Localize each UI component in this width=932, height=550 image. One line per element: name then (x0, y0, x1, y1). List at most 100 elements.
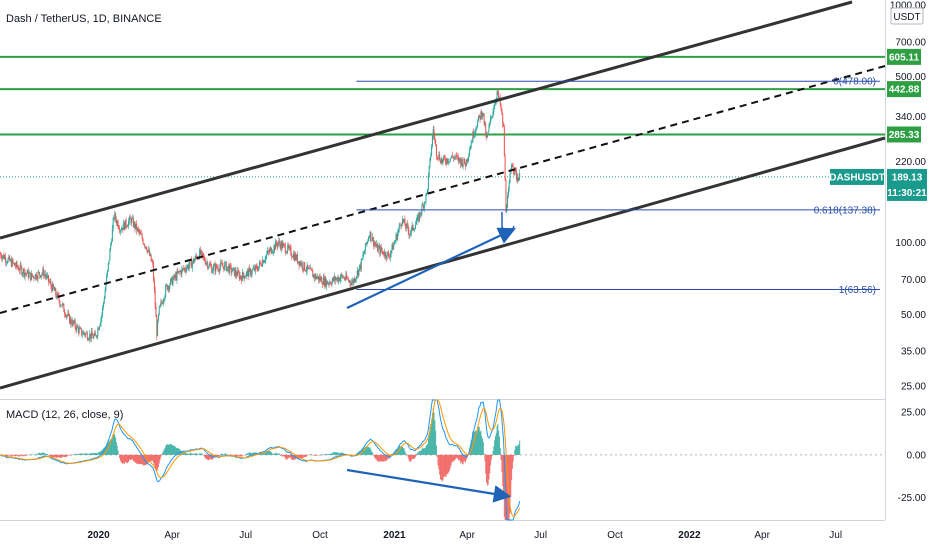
macd-histogram-bar (486, 454, 488, 483)
macd-histogram-bar (136, 454, 138, 464)
candle-body (440, 159, 442, 164)
candle-body (477, 120, 479, 128)
candle-body (188, 265, 190, 269)
candle-body (235, 270, 237, 275)
macd-histogram-bar (148, 454, 150, 463)
candle-body (205, 262, 207, 265)
macd-histogram-bar (35, 454, 37, 455)
candle-body (127, 226, 129, 227)
macd-histogram-bar (50, 454, 52, 457)
time-tick-label: Jul (534, 530, 547, 541)
macd-histogram-bar (486, 454, 488, 486)
candle-body (376, 244, 378, 252)
macd-histogram-bar (354, 454, 356, 456)
macd-histogram-bar (27, 454, 29, 456)
macd-histogram-bar (342, 452, 344, 455)
macd-histogram-bar (383, 454, 385, 462)
candle-body (493, 108, 495, 112)
macd-histogram-bar (461, 454, 463, 465)
candle-body (246, 272, 248, 277)
macd-histogram-bar (116, 445, 118, 455)
macd-histogram-bar (191, 453, 193, 455)
candle-body (284, 245, 286, 253)
macd-histogram-bar (44, 453, 46, 455)
candle-body (6, 262, 8, 264)
macd-histogram-bar (402, 447, 404, 455)
candle-body (132, 218, 134, 219)
macd-histogram-bar (321, 454, 323, 456)
macd-histogram-bar (431, 419, 433, 455)
macd-histogram-bar (140, 454, 142, 465)
candle-body (56, 293, 58, 298)
macd-histogram-bar (435, 430, 437, 455)
candle-body (252, 268, 254, 270)
macd-histogram-bar (81, 453, 83, 455)
candle-body (351, 280, 353, 283)
candle-body (498, 91, 500, 99)
macd-histogram-bar (453, 454, 455, 461)
macd-histogram-bar (156, 454, 158, 472)
candle-body (315, 274, 317, 279)
macd-histogram-bar (248, 452, 250, 455)
macd-histogram-bar (385, 454, 387, 462)
candle-body (325, 277, 327, 287)
candle-body (463, 158, 465, 165)
candle-body (498, 97, 500, 99)
candle-body (486, 133, 488, 138)
candle-body (4, 256, 6, 260)
macd-histogram-bar (400, 446, 402, 455)
candle-body (124, 219, 126, 230)
macd-histogram-bar (494, 440, 496, 455)
candle-body (99, 323, 101, 327)
macd-histogram-bar (86, 453, 88, 455)
macd-pane (0, 399, 521, 521)
candle-body (500, 104, 502, 110)
macd-histogram-bar (58, 454, 60, 458)
macd-histogram-bar (129, 454, 131, 460)
macd-histogram-bar (360, 449, 362, 455)
candle-body (136, 227, 138, 231)
candle-body (309, 267, 311, 270)
price-tick-label: 700.00 (895, 37, 926, 48)
candle-body (101, 314, 103, 318)
candle-body (393, 242, 395, 245)
macd-histogram-bar (318, 454, 320, 456)
macd-histogram-bar (222, 453, 224, 455)
macd-histogram-bar (265, 452, 267, 455)
macd-histogram-bar (515, 445, 517, 455)
macd-histogram-bar (52, 454, 54, 458)
candle-body (167, 286, 169, 290)
candle-body (181, 268, 183, 275)
macd-histogram-bar (207, 454, 209, 461)
candle-body (43, 273, 45, 276)
macd-histogram-bar (288, 454, 290, 459)
candle-body (460, 160, 462, 166)
candle-body (360, 258, 362, 270)
currency-button[interactable]: USDT (890, 7, 924, 25)
macd-histogram-bar (300, 454, 302, 459)
macd-histogram-bar (279, 454, 281, 456)
candle-body (97, 328, 99, 336)
macd-histogram-bar (107, 442, 109, 455)
candle-body (271, 252, 273, 254)
candle-body (250, 273, 252, 276)
candle-body (447, 158, 449, 163)
macd-histogram-bar (313, 454, 315, 456)
macd-histogram-bar (252, 452, 254, 455)
macd-histogram-bar (165, 444, 167, 455)
candle-body (220, 262, 222, 267)
macd-histogram-bar (138, 454, 140, 465)
macd-histogram-bar (229, 454, 231, 456)
candle-body (482, 113, 484, 114)
macd-histogram-bar (326, 453, 328, 455)
macd-histogram-bar (98, 452, 100, 455)
candle-body (443, 156, 445, 160)
macd-histogram-bar (119, 454, 121, 459)
candle-body (277, 242, 279, 247)
candle-body (459, 157, 461, 161)
candle-body (326, 280, 328, 285)
price-tick-label: 100.00 (895, 238, 926, 249)
candle-body (294, 254, 296, 261)
macd-histogram-bar (368, 447, 370, 455)
